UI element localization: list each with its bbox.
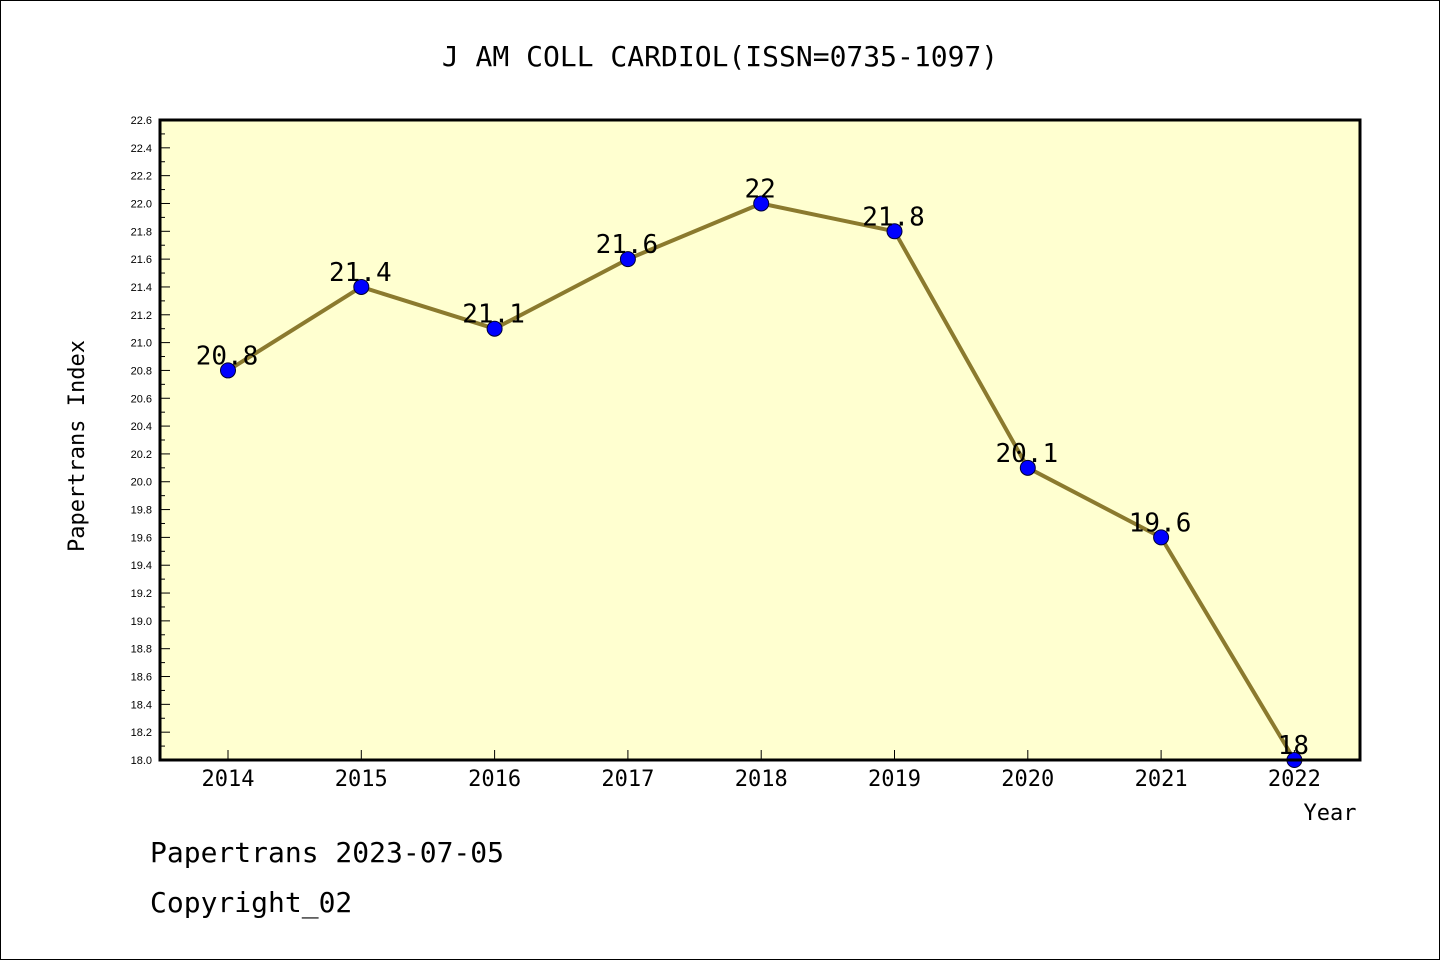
y-tick-label: 20.2: [131, 449, 152, 461]
y-tick-label: 18.8: [131, 644, 152, 656]
y-axis-ticks: 18.0 18.2 18.4 18.6 18.8 19.0 19.2 19.4 19.6 19.8…: [131, 115, 170, 767]
x-tick-label: 2019: [868, 767, 921, 792]
y-tick-label: 20.0: [131, 477, 152, 489]
chart-title: J AM COLL CARDIOL(ISSN=0735-1097): [442, 40, 998, 73]
y-tick-label: 18.6: [131, 672, 152, 684]
y-axis-title: Papertrans Index: [65, 340, 90, 552]
data-label: 21.6: [596, 230, 659, 260]
y-tick-label: 20.6: [131, 393, 152, 405]
data-label: 20.1: [995, 439, 1058, 469]
data-point: [353, 278, 370, 295]
data-point: [486, 320, 503, 337]
x-tick-label: 2015: [335, 767, 388, 792]
data-point: [1019, 459, 1036, 476]
data-labels: 20.8 21.4 21.1 21.6 22 21.8 20.1 19.6 18: [196, 174, 1309, 761]
plot-border: [158, 118, 1362, 762]
x-axis-ticks: 2014 2015 2016 2017 2018 2019 2020 2021 2022: [202, 750, 1321, 792]
y-tick-label: 21.2: [131, 310, 152, 322]
plot-area: [160, 120, 1360, 760]
data-label: 21.8: [862, 202, 925, 232]
y-tick-label: 21.0: [131, 338, 152, 350]
x-tick-label: 2016: [468, 767, 521, 792]
x-tick-label: 2020: [1001, 767, 1054, 792]
data-point: [1153, 529, 1170, 546]
y-tick-label: 21.8: [131, 226, 152, 238]
y-tick-label: 18.4: [131, 699, 152, 711]
x-axis-title: Year: [1304, 801, 1357, 826]
y-tick-label: 19.4: [131, 560, 152, 572]
data-point: [220, 362, 236, 379]
x-tick-label: 2014: [202, 767, 255, 792]
data-label: 21.1: [462, 300, 525, 330]
data-label: 22: [745, 174, 776, 204]
y-tick-label: 22.2: [131, 171, 152, 183]
y-tick-label: 21.4: [131, 282, 152, 294]
x-tick-label: 2021: [1135, 767, 1188, 792]
data-point: [753, 195, 770, 212]
series: [220, 195, 1303, 768]
y-tick-label: 21.6: [131, 254, 152, 266]
y-tick-label: 19.8: [131, 505, 152, 517]
footer-copyright: Copyright_02: [150, 886, 353, 919]
y-tick-label: 22.4: [131, 143, 152, 155]
y-tick-label: 22.0: [131, 198, 152, 210]
y-tick-label: 20.8: [131, 365, 152, 377]
footer-stamp: Papertrans 2023-07-05: [150, 836, 505, 869]
y-tick-label: 19.2: [131, 588, 152, 600]
y-tick-label: 22.6: [131, 115, 152, 127]
data-label: 18: [1278, 731, 1309, 761]
y-tick-label: 18.0: [131, 755, 152, 767]
data-label: 20.8: [196, 341, 259, 371]
x-tick-label: 2018: [735, 767, 788, 792]
y-tick-label: 19.6: [131, 532, 152, 544]
x-tick-label: 2022: [1268, 767, 1321, 792]
data-label: 21.4: [329, 258, 392, 288]
y-tick-label: 18.2: [131, 727, 152, 739]
y-tick-label: 19.0: [131, 616, 152, 628]
y-tick-label: 20.4: [131, 421, 152, 433]
data-label: 19.6: [1129, 508, 1192, 538]
data-point: [619, 251, 636, 268]
data-point: [886, 223, 903, 240]
x-tick-label: 2017: [601, 767, 654, 792]
